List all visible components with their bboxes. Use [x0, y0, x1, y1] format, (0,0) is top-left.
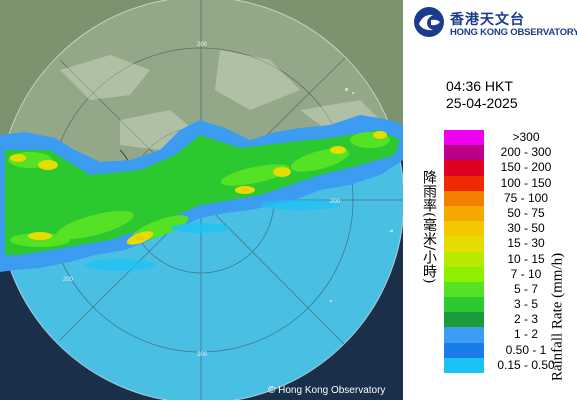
rain-echo-drizzle	[85, 200, 340, 271]
legend-swatch	[444, 251, 484, 267]
observation-date: 25-04-2025	[446, 95, 518, 111]
legend-swatch	[444, 297, 484, 313]
islands	[330, 88, 393, 302]
legend-label: 7 - 10	[510, 266, 542, 281]
radar-map-image: 200 200 200 200	[0, 0, 405, 404]
legend-label: 15 - 30	[507, 236, 545, 251]
legend-label: 1 - 2	[513, 327, 538, 342]
legend-row: 0.15 - 0.50	[444, 357, 574, 373]
range-label-south: 200	[197, 352, 208, 358]
legend-swatch	[444, 205, 484, 222]
legend-row: 75 - 100	[444, 190, 574, 206]
legend-row: 1 - 2	[444, 327, 574, 343]
legend-title-chinese: 降雨率(毫米/小時)	[421, 170, 437, 284]
legend-swatch	[444, 357, 484, 373]
legend-swatch	[444, 175, 484, 191]
legend-row: 15 - 30	[444, 236, 574, 252]
legend-label: 150 - 200	[500, 160, 552, 175]
legend-swatch	[444, 312, 484, 328]
legend-swatch	[444, 190, 484, 206]
legend-swatch	[444, 281, 484, 298]
legend-row: 150 - 200	[444, 160, 574, 176]
legend-label: 3 - 5	[513, 297, 538, 312]
legend-row: >300	[444, 130, 574, 146]
legend-title-english: Rainfall Rate (mm/h)	[549, 252, 566, 382]
legend-swatch	[444, 327, 484, 343]
legend-swatch	[444, 342, 484, 358]
radar-map: 200 200 200 200 © Hong Kong Observatory	[0, 0, 405, 404]
legend-swatch	[444, 130, 484, 146]
legend-label: 50 - 75	[507, 205, 545, 220]
legend-row: 2 - 3	[444, 312, 574, 328]
legend-label: 75 - 100	[503, 190, 549, 205]
legend-label: 10 - 15	[507, 251, 545, 266]
legend-label: 200 - 300	[500, 145, 552, 160]
legend-swatch	[444, 145, 484, 161]
legend-swatch	[444, 160, 484, 176]
legend-swatch	[444, 221, 484, 237]
legend-row: 50 - 75	[444, 205, 574, 222]
copyright-notice: © Hong Kong Observatory	[268, 385, 386, 396]
legend-label: 2 - 3	[513, 312, 538, 327]
range-label-west: 200	[63, 277, 74, 283]
rain-echo-intense	[135, 188, 249, 240]
legend-label: >300	[512, 130, 540, 144]
legend-swatch	[444, 266, 484, 282]
info-panel: 香港天文台 HONG KONG OBSERVATORY 04:36 HKT 25…	[403, 0, 577, 400]
legend-row: 7 - 10	[444, 266, 574, 282]
observation-time: 04:36 HKT	[446, 78, 513, 94]
legend-row: 5 - 7	[444, 281, 574, 298]
legend-row: 200 - 300	[444, 145, 574, 161]
legend-label: 0.50 - 1	[505, 342, 547, 357]
legend-label: 5 - 7	[513, 281, 538, 296]
legend-label: 0.15 - 0.50	[497, 357, 555, 372]
legend-label: 100 - 150	[500, 175, 552, 190]
legend-row: 0.50 - 1	[444, 342, 574, 358]
legend-row: 3 - 5	[444, 297, 574, 313]
legend-swatch	[444, 236, 484, 252]
legend-row: 100 - 150	[444, 175, 574, 191]
hko-logo: 香港天文台 HONG KONG OBSERVATORY	[413, 6, 577, 40]
logo-chinese-name: 香港天文台	[450, 12, 525, 28]
legend-label: 30 - 50	[507, 221, 545, 236]
range-label-east: 200	[330, 199, 341, 205]
legend-row: 30 - 50	[444, 221, 574, 237]
legend-row: 10 - 15	[444, 251, 574, 267]
range-label-north: 200	[197, 42, 208, 48]
rainfall-legend: >300 200 - 300 150 - 200 100 - 150 75 - 100 5…	[444, 130, 574, 373]
hko-emblem-icon	[414, 7, 444, 37]
logo-english-name: HONG KONG OBSERVATORY	[450, 27, 577, 38]
